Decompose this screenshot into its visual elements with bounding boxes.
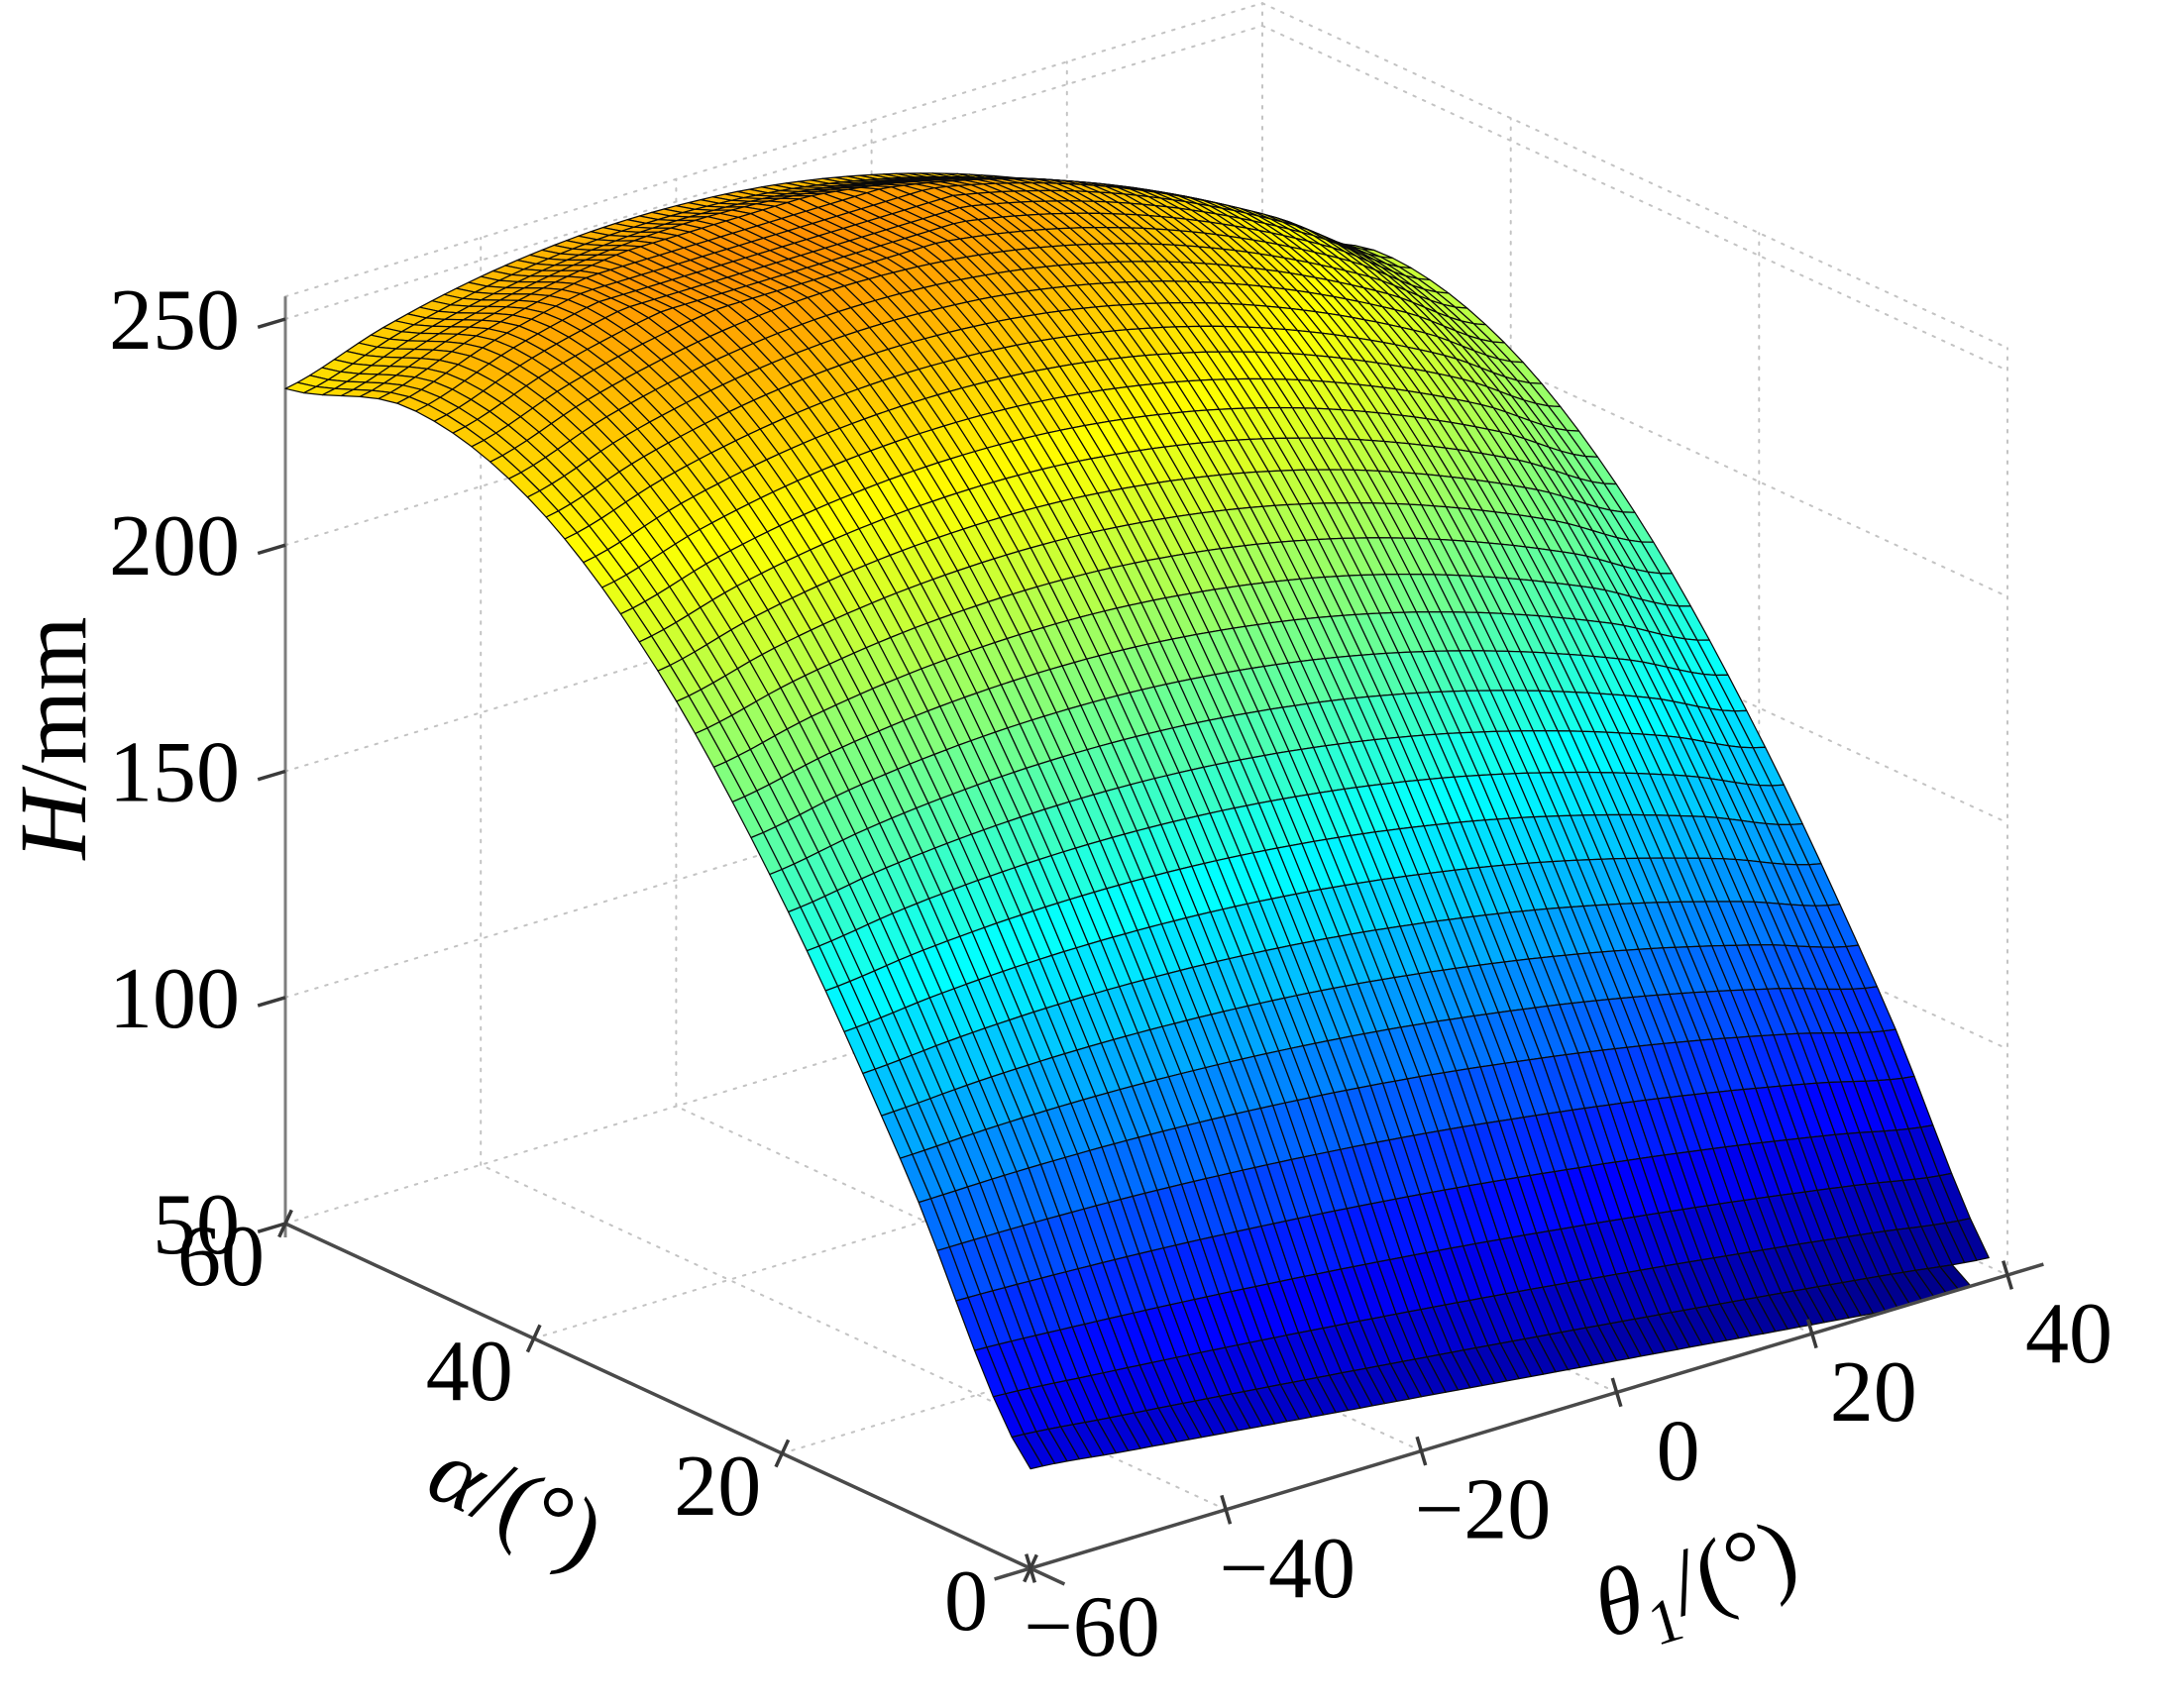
bottom-axis-ticks bbox=[277, 1209, 2013, 1583]
z-tick-label: 100 bbox=[109, 951, 240, 1047]
theta-tick-label: 0 bbox=[1657, 1403, 1700, 1499]
theta-axis bbox=[994, 1262, 2044, 1581]
z-tick-label: 50 bbox=[153, 1177, 240, 1273]
alpha-axis bbox=[284, 1222, 1066, 1586]
z-axis-tick-labels: 50 100 150 200 250 bbox=[109, 272, 240, 1273]
z-tick-label: 200 bbox=[109, 498, 240, 594]
z-axis-ticks bbox=[257, 317, 286, 1233]
theta-tick-label: 40 bbox=[2025, 1286, 2113, 1382]
theta-tick-label: −20 bbox=[1415, 1462, 1552, 1558]
surface-mesh bbox=[284, 172, 1990, 1470]
axis-titles: H/mm α/(°) θ1/(°) bbox=[0, 616, 1813, 1673]
alpha-tick-label: 60 bbox=[177, 1209, 265, 1305]
z-axis-title: H/mm bbox=[0, 616, 106, 861]
surface-cell bbox=[1011, 1433, 1043, 1470]
alpha-tick-label: 0 bbox=[944, 1553, 988, 1650]
theta-tick-label: 20 bbox=[1830, 1344, 1917, 1441]
bottom-axis-tick-labels: 60 40 20 0 −60 −40 −20 0 20 40 bbox=[177, 1209, 2113, 1675]
alpha-tick-label: 40 bbox=[426, 1324, 513, 1420]
theta-tick-label: −60 bbox=[1024, 1579, 1160, 1675]
theta-axis-title: θ1/(°) bbox=[1581, 1498, 1813, 1673]
bottom-axes bbox=[284, 1222, 2044, 1586]
z-tick-label: 250 bbox=[109, 272, 240, 369]
theta-tick-label: −40 bbox=[1219, 1521, 1355, 1617]
z-tick-label: 150 bbox=[109, 725, 240, 821]
alpha-tick-label: 20 bbox=[674, 1439, 761, 1535]
alpha-axis-title: α/(°) bbox=[414, 1416, 620, 1586]
